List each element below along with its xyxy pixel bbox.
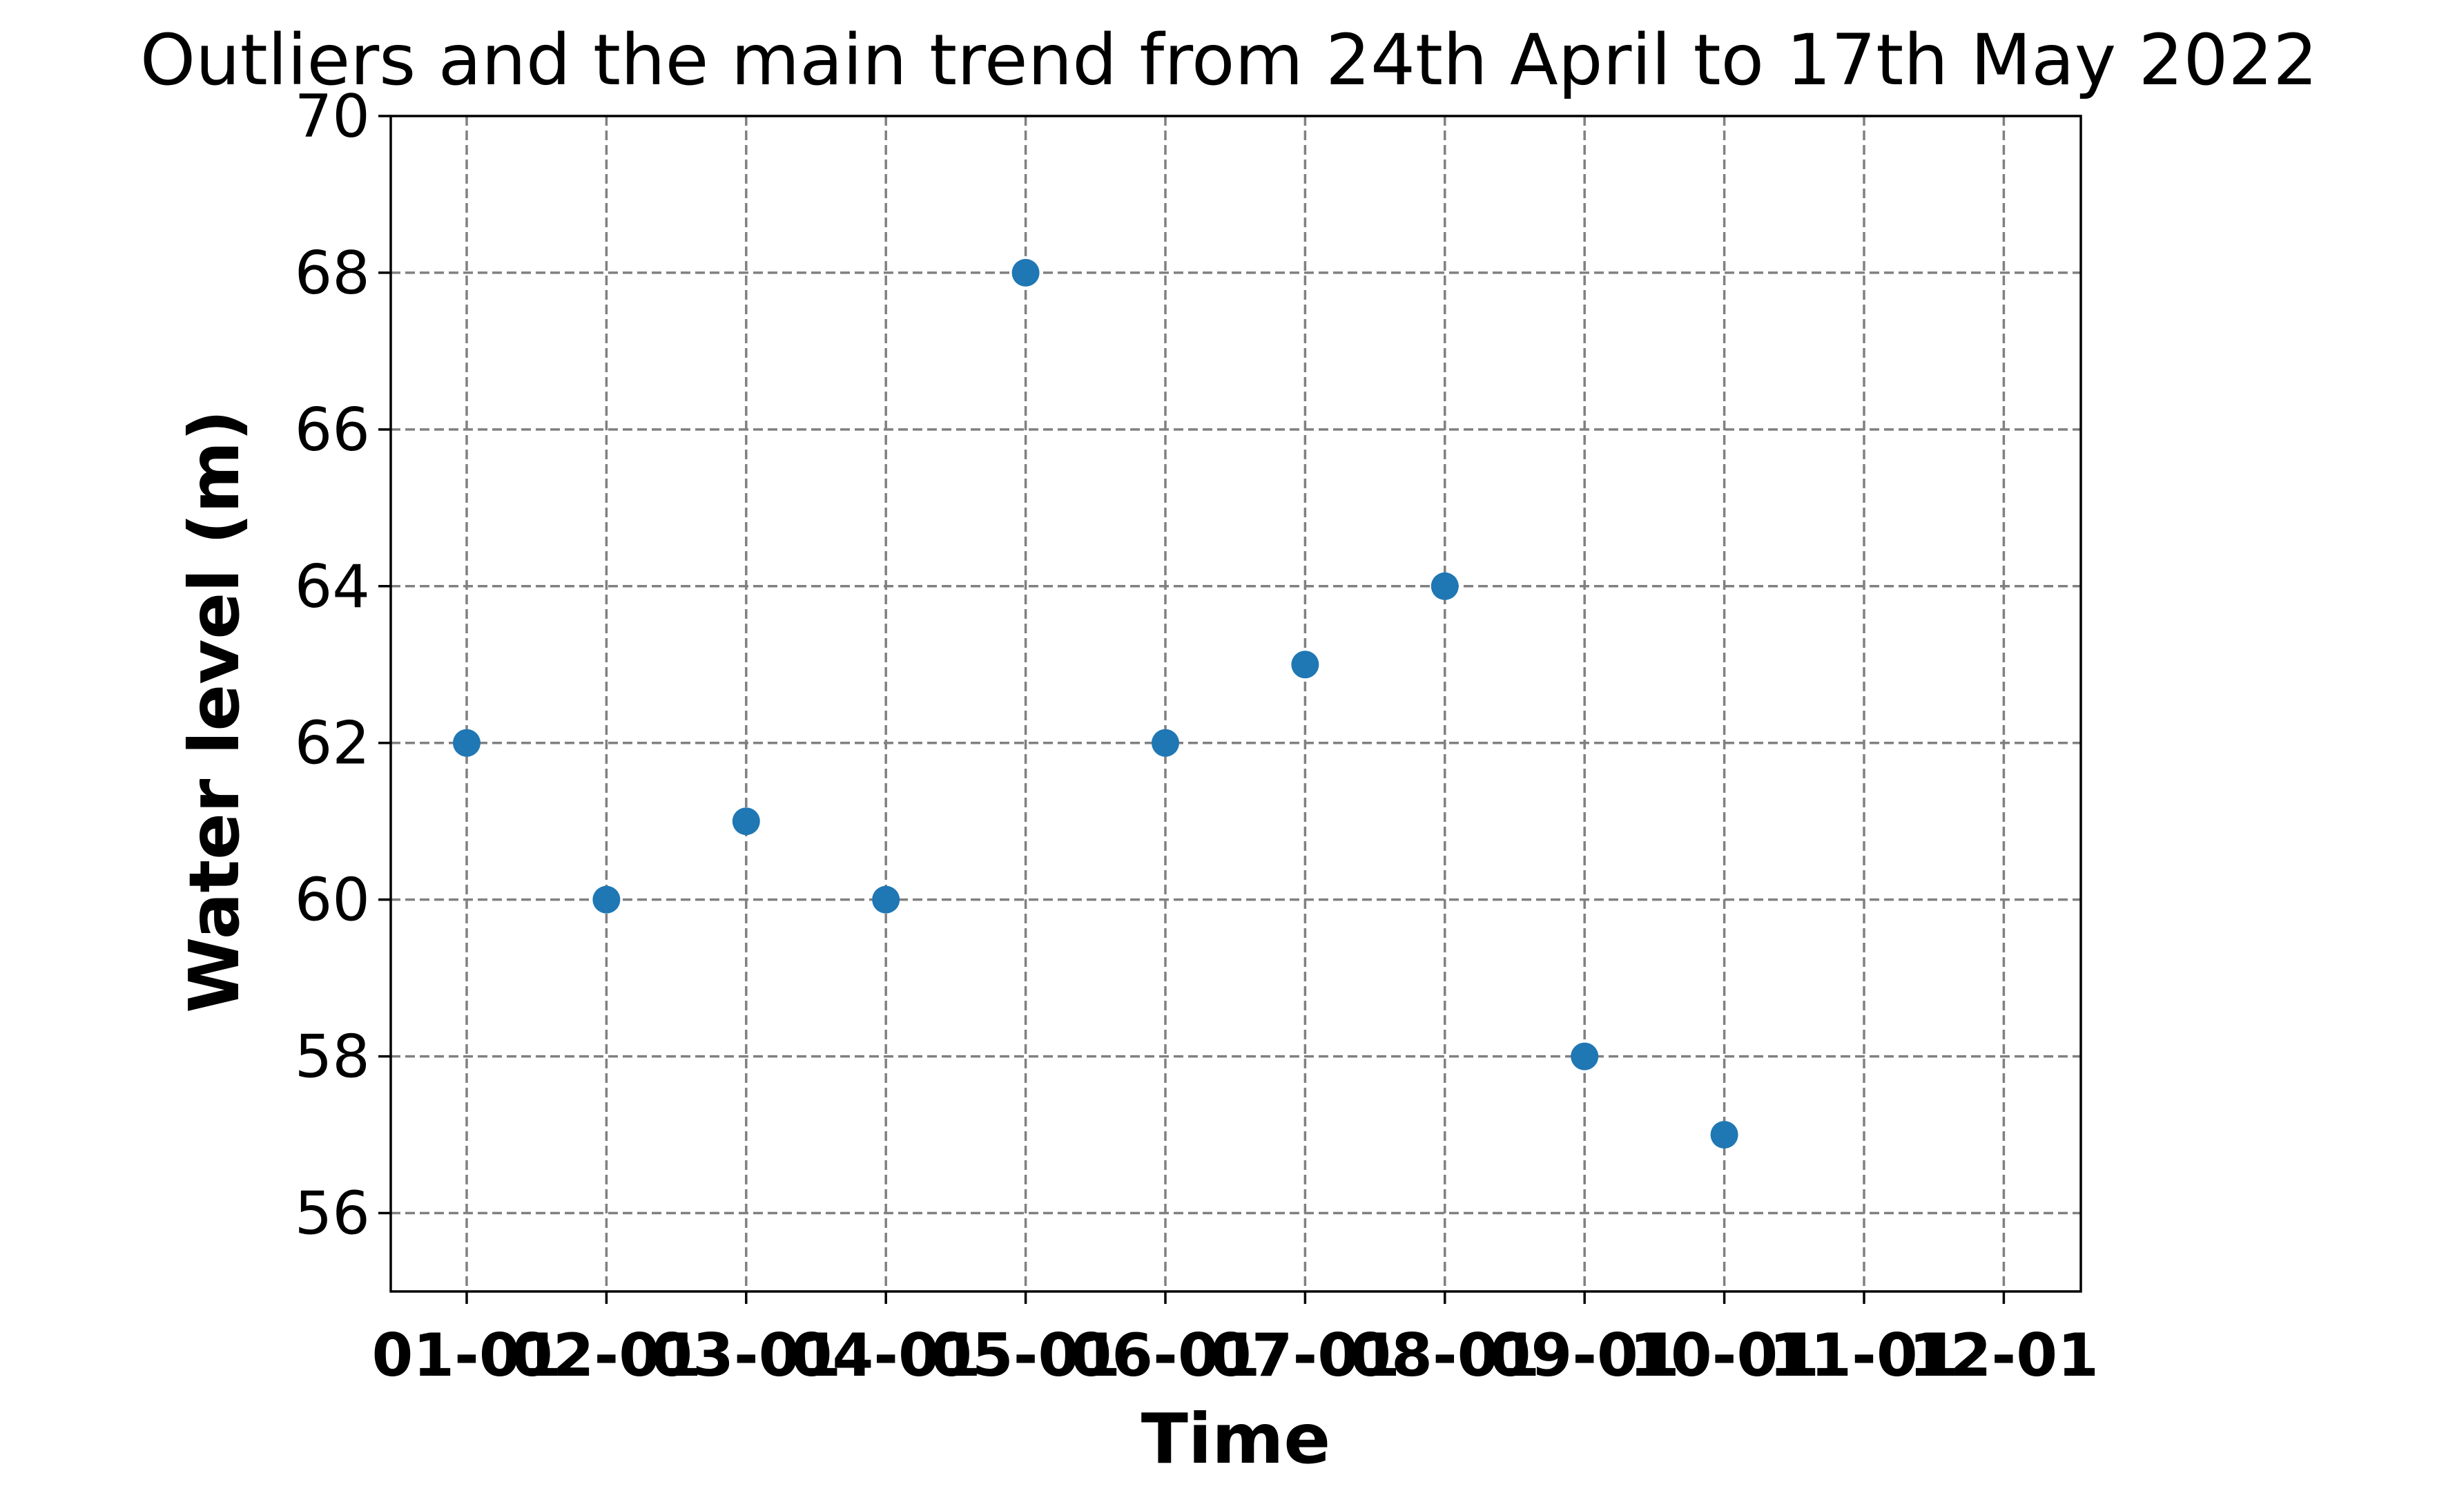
scatter-point	[1152, 729, 1179, 757]
data-points	[453, 258, 1738, 1149]
x-tick-label: 09-01	[1490, 1321, 1680, 1390]
plot-area-frame	[389, 115, 2082, 1293]
scatter-point	[1710, 1121, 1738, 1149]
x-tick-label: 08-01	[1350, 1321, 1540, 1390]
axis-ticks	[378, 115, 2006, 1304]
x-tick-label: 01-01	[371, 1321, 561, 1390]
y-tick-label: 56	[295, 1180, 370, 1249]
scatter-point	[872, 885, 900, 914]
x-tick-label: 02-01	[512, 1321, 701, 1390]
y-tick-label: 70	[295, 82, 370, 151]
x-tick-label: 11-01	[1769, 1321, 1959, 1390]
grid-lines	[391, 116, 2081, 1291]
x-tick-label: 04-01	[791, 1321, 981, 1390]
scatter-point	[732, 807, 760, 836]
x-tick-label: 05-01	[931, 1321, 1121, 1390]
y-tick-label: 64	[295, 552, 370, 622]
x-tick-label: 12-01	[1909, 1321, 2099, 1390]
scatter-point	[592, 885, 621, 914]
x-axis-label: Time	[1141, 1399, 1331, 1479]
y-tick-label: 66	[295, 396, 370, 465]
scatter-point	[1430, 572, 1459, 600]
scatter-point	[1291, 651, 1319, 679]
y-tick-label: 68	[295, 239, 370, 308]
x-tick-label: 07-01	[1210, 1321, 1400, 1390]
y-axis-label: Water level (m)	[174, 410, 255, 1013]
x-tick-label: 03-01	[651, 1321, 841, 1390]
y-tick-label: 60	[295, 866, 370, 935]
chart-title: Outliers and the main trend from 24th Ap…	[140, 19, 2318, 102]
y-tick-label: 62	[295, 709, 370, 778]
scatter-point	[453, 729, 481, 757]
x-tick-label: 06-01	[1070, 1321, 1260, 1390]
x-tick-labels: 01-0102-0103-0104-0105-0106-0107-0108-01…	[371, 1321, 2098, 1390]
x-tick-label: 10-01	[1629, 1321, 1819, 1390]
y-tick-labels: 56 58 60 62 64 66 68 70	[295, 82, 370, 1249]
scatter-point	[1011, 258, 1040, 287]
scatter-point	[1571, 1042, 1599, 1070]
y-tick-label: 58	[295, 1023, 370, 1092]
